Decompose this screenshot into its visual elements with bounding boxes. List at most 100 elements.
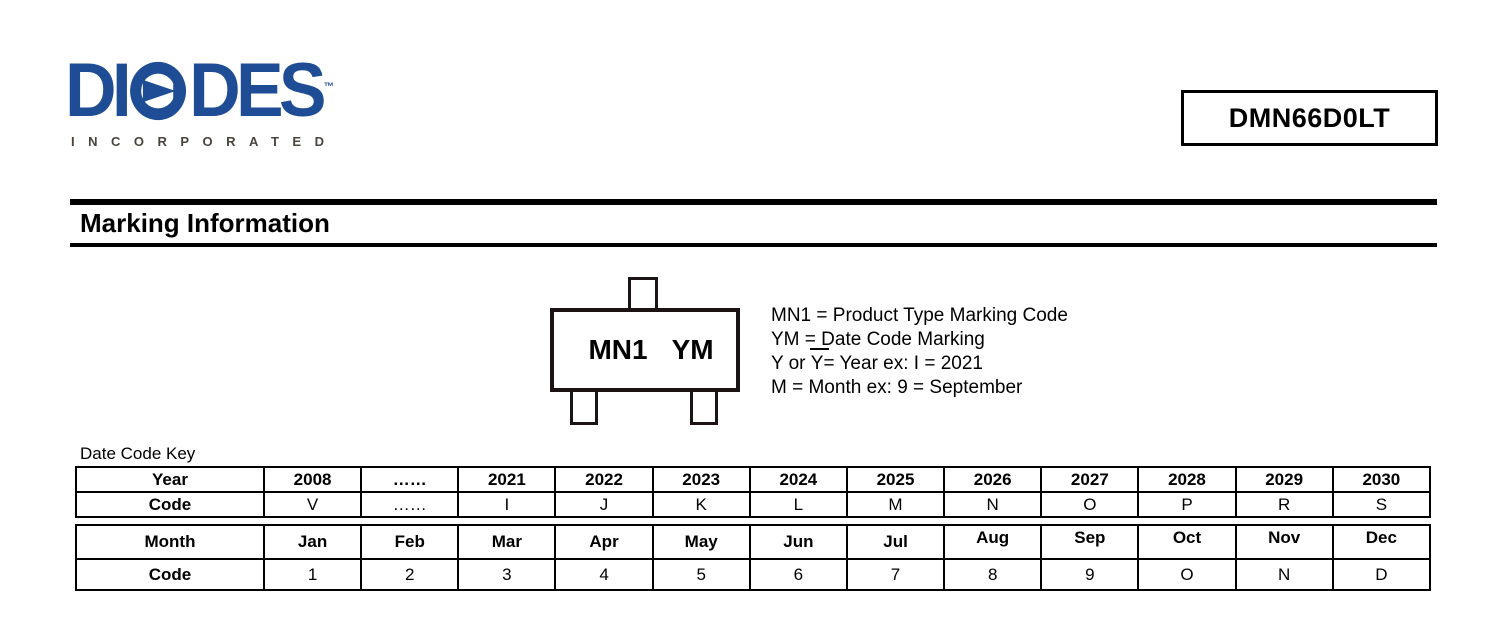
- table-cell: O: [1137, 558, 1237, 591]
- table-cell-text: N: [986, 494, 999, 514]
- table-cell-text: 2022: [585, 469, 623, 489]
- package-pin-top: [628, 277, 658, 313]
- table-cell: Jul: [845, 524, 946, 560]
- marking-legend: MN1 = Product Type Marking Code YM = Dat…: [771, 304, 1068, 400]
- table-cell-text: ……: [392, 494, 427, 514]
- legend-line-3-suffix: = Year ex: I = 2021: [823, 353, 983, 374]
- legend-line-1: MN1 = Product Type Marking Code: [771, 305, 1068, 326]
- table-cell-text: 5: [696, 564, 706, 584]
- table-row: Code V …… I J K L M N O P R S: [75, 491, 1432, 518]
- table-cell-text: 2: [405, 564, 415, 584]
- legend-line-2: YM = Date Code Marking: [771, 329, 985, 350]
- table-cell: O: [1040, 491, 1140, 518]
- table-cell: Month: [75, 524, 265, 560]
- diodes-logo: DI DES ™ INCORPORATED: [65, 52, 351, 150]
- table-cell: 1: [262, 558, 363, 591]
- table-cell: 2028: [1137, 466, 1237, 493]
- wordmark-prefix: DI: [65, 48, 132, 133]
- table-cell-text: N: [1278, 564, 1291, 584]
- table-cell: 2021: [457, 466, 557, 493]
- package-pin-bottom-left: [570, 388, 598, 425]
- table-cell-text: Jun: [783, 532, 814, 551]
- table-row: Month Jan Feb Mar Apr May Jun Jul Aug Sep Oct Nov De…: [75, 524, 1432, 560]
- table-cell: 2025: [845, 466, 946, 493]
- table-cell: Oct: [1137, 524, 1237, 560]
- table-cell-text: D: [1375, 564, 1388, 584]
- legend-line-4: M = Month ex: 9 = September: [771, 377, 1023, 398]
- package-body: MN1 YM: [550, 308, 740, 392]
- table-cell-text: Apr: [589, 532, 619, 551]
- table-cell: K: [651, 491, 751, 518]
- part-number-box: DMN66D0LT: [1181, 90, 1438, 146]
- table-cell: 6: [748, 558, 848, 591]
- table-row: Year 2008 …… 2021 2022 2023 2024 2025 2026 2027 20…: [75, 466, 1432, 493]
- heading-rule-bottom: [70, 243, 1437, 247]
- table-cell-text: 2023: [682, 469, 721, 489]
- year-code-table: Year 2008 …… 2021 2022 2023 2024 2025 2026 2027 20…: [75, 466, 1432, 518]
- table-cell: Code: [75, 491, 265, 518]
- table-cell: Sep: [1040, 524, 1140, 560]
- table-cell-text: P: [1181, 494, 1193, 514]
- incorporated-label: INCORPORATED: [71, 134, 338, 149]
- table-cell-text: 2026: [973, 469, 1012, 489]
- table-cell: Dec: [1331, 524, 1432, 560]
- table-cell-text: 2027: [1070, 469, 1109, 489]
- table-cell-text: 2029: [1265, 469, 1304, 489]
- table-cell: N: [1234, 558, 1334, 591]
- table-cell-text: L: [793, 494, 804, 514]
- table-cell: L: [748, 491, 848, 518]
- table-cell-text: Aug: [976, 528, 1010, 547]
- trademark-symbol: ™: [323, 81, 335, 93]
- table-cell: 2027: [1040, 466, 1140, 493]
- table-cell-text: S: [1375, 494, 1388, 514]
- table-cell: ……: [360, 466, 460, 493]
- table-cell-text: 2021: [487, 469, 526, 489]
- part-number: DMN66D0LT: [1228, 102, 1391, 133]
- table-cell: ……: [360, 491, 460, 518]
- table-cell-text: 2024: [779, 469, 818, 489]
- table-cell-text: 2028: [1168, 469, 1206, 489]
- month-code-table: Month Jan Feb Mar Apr May Jun Jul Aug Sep Oct Nov De…: [75, 524, 1432, 591]
- table-cell: 4: [554, 558, 654, 591]
- table-cell-text: 2008: [293, 469, 332, 489]
- table-cell: 2022: [554, 466, 654, 493]
- table-cell: May: [651, 524, 751, 560]
- diodes-wordmark: DI DES ™: [65, 52, 334, 130]
- table-cell: Jun: [748, 524, 848, 560]
- table-cell-text: O: [1180, 564, 1194, 584]
- table-cell-text: ……: [392, 469, 427, 489]
- table-cell: Nov: [1234, 524, 1334, 560]
- table-cell: 8: [943, 558, 1043, 591]
- table-cell: 3: [457, 558, 557, 591]
- table-cell: Year: [75, 466, 265, 493]
- table-cell-text: 3: [502, 564, 512, 584]
- table-cell: R: [1234, 491, 1334, 518]
- table-cell: 2023: [651, 466, 751, 493]
- table-cell: P: [1137, 491, 1237, 518]
- table-cell-text: 4: [599, 564, 609, 584]
- section-title: Marking Information: [80, 208, 330, 238]
- package-pin-bottom-right: [690, 388, 718, 425]
- table-cell-text: K: [695, 494, 707, 514]
- table-cell: Feb: [360, 524, 460, 560]
- table-cell-text: 7: [890, 564, 901, 584]
- table-cell-text: Jan: [297, 532, 328, 551]
- table-cell-text: M: [888, 494, 903, 514]
- table-cell: 2029: [1234, 466, 1334, 493]
- table-row: Code 1 2 3 4 5 6 7 8 9 O N D: [75, 558, 1432, 591]
- table-cell: S: [1331, 491, 1432, 518]
- legend-line-3: Y or Y= Year ex: I = 2021: [771, 348, 1068, 376]
- date-code-key-label: Date Code Key: [80, 444, 196, 463]
- table-cell-text: 8: [987, 564, 998, 584]
- table-cell-text: Year: [152, 469, 188, 489]
- table-cell: 7: [845, 558, 946, 591]
- table-cell-text: Dec: [1365, 528, 1397, 547]
- table-cell: 5: [651, 558, 751, 591]
- table-cell: Aug: [943, 524, 1043, 560]
- table-cell-text: Code: [148, 494, 192, 514]
- table-cell-text: Feb: [394, 532, 425, 551]
- table-cell-text: Oct: [1172, 528, 1202, 547]
- table-cell: D: [1331, 558, 1432, 591]
- table-cell: 2030: [1331, 466, 1432, 493]
